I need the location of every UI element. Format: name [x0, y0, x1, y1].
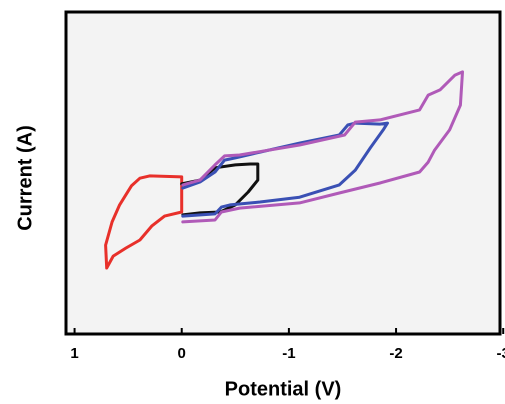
plot-layer: 1 0 -1 -2 -3	[70, 70, 505, 362]
plot-area	[64, 10, 502, 336]
cv-curve	[181, 70, 464, 224]
x-tick-label: -2	[389, 345, 402, 362]
y-axis-label: Current (A)	[14, 125, 36, 231]
x-axis-label: Potential (V)	[225, 378, 342, 400]
cv-curve	[104, 174, 184, 270]
cv-curve	[181, 121, 389, 218]
x-tick-label: 0	[178, 345, 186, 362]
x-tick-label: -3	[497, 345, 505, 362]
x-tick-label: -1	[282, 345, 295, 362]
x-tick-label: 1	[70, 345, 78, 362]
